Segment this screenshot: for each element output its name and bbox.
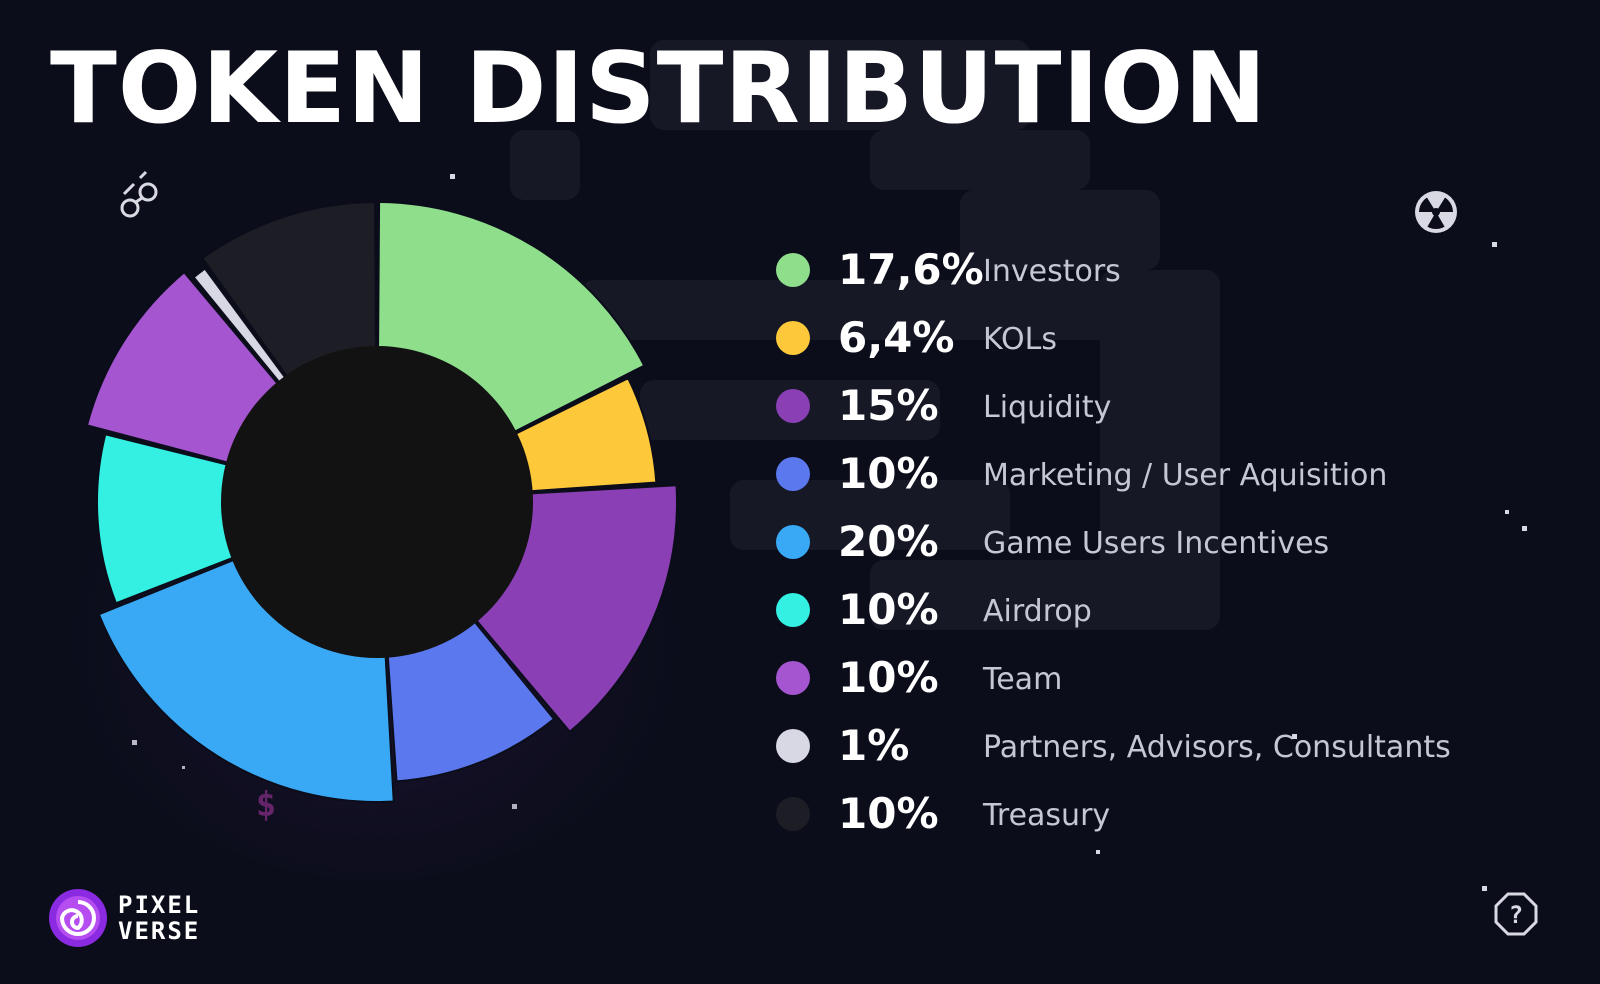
- legend-item-game-users-incentives: 20% Game Users Incentives: [776, 508, 1536, 576]
- legend-item-kols: 6,4% KOLs: [776, 304, 1536, 372]
- binoculars-icon: [120, 170, 158, 218]
- logo-text-line1: PIXEL: [118, 891, 201, 919]
- logo-text-line2: VERSE: [118, 917, 201, 945]
- slices-group: [85, 201, 678, 803]
- legend-label-airdrop: Airdrop: [983, 594, 1092, 629]
- legend-value-investors: 17,6%: [838, 245, 984, 294]
- legend-value-marketing-user-aquisition: 10%: [838, 449, 939, 498]
- legend-item-marketing-user-aquisition: 10% Marketing / User Aquisition: [776, 440, 1536, 508]
- token-distribution-donut-chart: [40, 201, 715, 880]
- legend-dot-treasury: [776, 797, 810, 831]
- legend-label-game-users-incentives: Game Users Incentives: [983, 526, 1330, 561]
- legend-value-airdrop: 10%: [838, 585, 939, 634]
- legend-dot-liquidity: [776, 389, 810, 423]
- donut-hole: [221, 346, 533, 658]
- legend-item-partners-advisors-consultants: 1% Partners, Advisors, Consultants: [776, 712, 1536, 780]
- logo-mark-icon: [49, 889, 107, 947]
- legend-item-investors: 17,6% Investors: [776, 236, 1536, 304]
- legend-item-treasury: 10% Treasury: [776, 780, 1536, 848]
- legend-value-kols: 6,4%: [838, 313, 955, 362]
- legend-value-team: 10%: [838, 653, 939, 702]
- page-title: TOKEN DISTRIBUTION: [50, 32, 1268, 146]
- legend-label-liquidity: Liquidity: [983, 390, 1112, 425]
- legend-dot-kols: [776, 321, 810, 355]
- legend-label-team: Team: [983, 662, 1063, 697]
- legend-value-game-users-incentives: 20%: [838, 517, 939, 566]
- legend-label-treasury: Treasury: [983, 798, 1111, 833]
- radiation-icon: [1415, 191, 1457, 233]
- chart-legend: 17,6% Investors 6,4% KOLs 15% Liquidity 10% Mar…: [776, 236, 1536, 848]
- svg-text:?: ?: [1509, 901, 1523, 929]
- question-icon[interactable]: ?: [1494, 892, 1538, 936]
- legend-value-treasury: 10%: [838, 789, 939, 838]
- legend-dot-team: [776, 661, 810, 695]
- logo-text: PIXEL VERSE: [118, 892, 200, 944]
- legend-label-kols: KOLs: [983, 322, 1057, 357]
- legend-dot-partners-advisors-consultants: [776, 729, 810, 763]
- legend-label-investors: Investors: [983, 254, 1121, 289]
- legend-item-airdrop: 10% Airdrop: [776, 576, 1536, 644]
- legend-item-team: 10% Team: [776, 644, 1536, 712]
- legend-dot-airdrop: [776, 593, 810, 627]
- legend-dot-game-users-incentives: [776, 525, 810, 559]
- pixelverse-logo: PIXEL VERSE: [48, 888, 248, 952]
- legend-value-partners-advisors-consultants: 1%: [838, 721, 910, 770]
- legend-label-partners-advisors-consultants: Partners, Advisors, Consultants: [983, 730, 1451, 765]
- legend-dot-marketing-user-aquisition: [776, 457, 810, 491]
- legend-label-marketing-user-aquisition: Marketing / User Aquisition: [983, 458, 1388, 493]
- legend-dot-investors: [776, 253, 810, 287]
- legend-item-liquidity: 15% Liquidity: [776, 372, 1536, 440]
- legend-value-liquidity: 15%: [838, 381, 939, 430]
